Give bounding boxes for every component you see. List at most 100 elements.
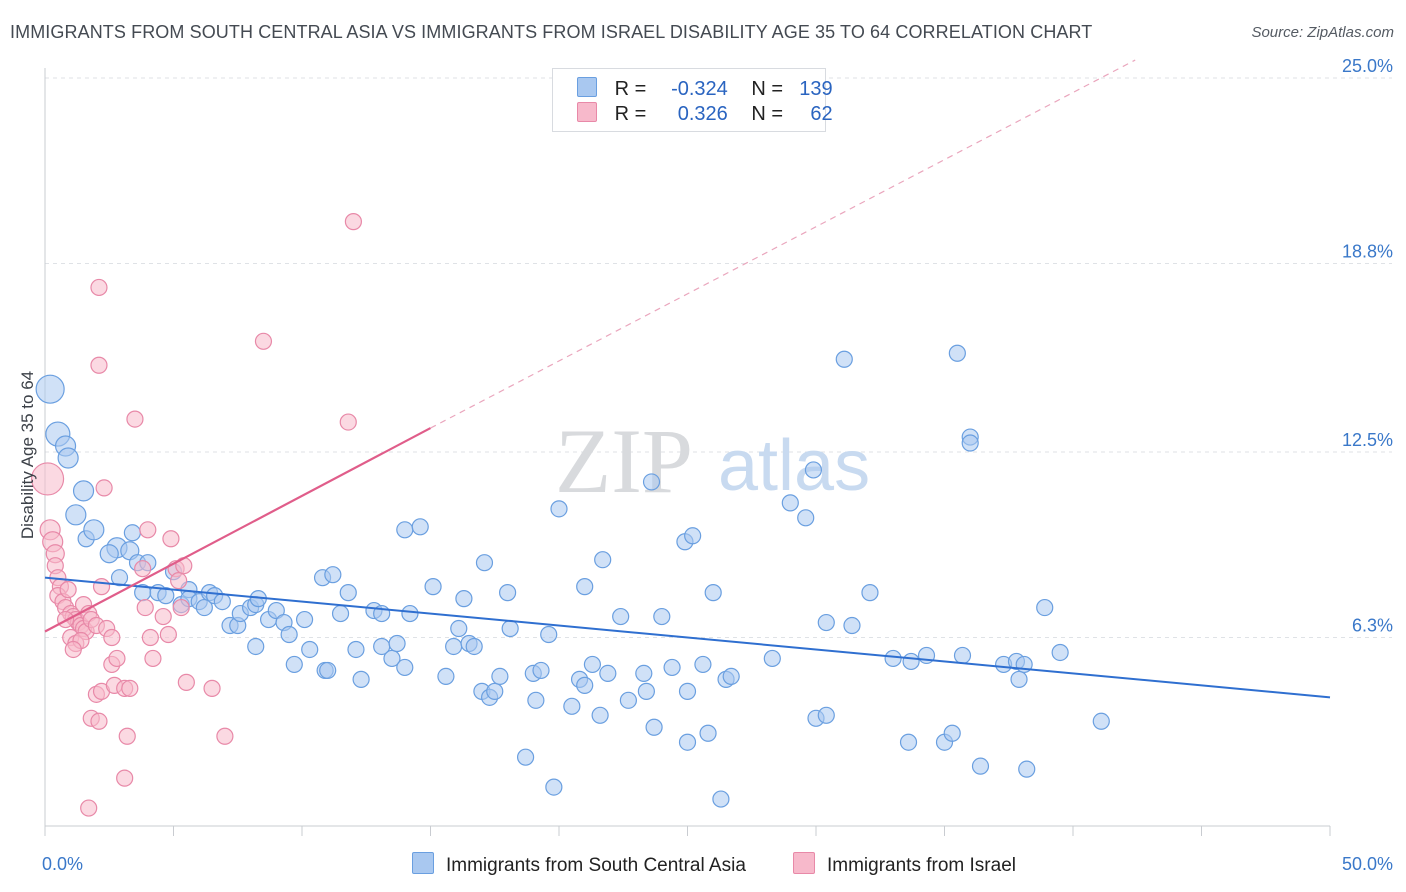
data-point [1051, 643, 1069, 662]
x-tick-label: 0.0% [42, 854, 83, 874]
data-point [712, 790, 730, 808]
data-point [491, 667, 509, 686]
data-point [576, 676, 594, 694]
data-point [267, 601, 285, 620]
data-point [103, 628, 121, 647]
bottom-legend-label: Immigrants from South Central Asia [446, 855, 746, 876]
data-point [139, 521, 157, 539]
data-point [637, 682, 655, 700]
legend-n-value: 139 [799, 78, 833, 100]
legend-n-label: N = [751, 103, 784, 125]
data-point [516, 748, 535, 766]
data-point [619, 691, 637, 709]
data-point [884, 649, 902, 668]
data-point [324, 566, 342, 584]
data-point [295, 610, 314, 629]
data-point [663, 658, 681, 677]
legend-r-label: R = [614, 103, 647, 125]
trend-lines [44, 59, 1331, 699]
data-point [594, 551, 612, 569]
data-point [95, 479, 113, 497]
data-point [1018, 760, 1036, 778]
legend-r-label: R = [614, 78, 647, 100]
data-point [401, 604, 419, 623]
data-point [645, 718, 663, 736]
watermark: ZIP atlas [555, 410, 870, 512]
data-point [943, 724, 961, 742]
data-point [352, 670, 370, 688]
data-point [599, 664, 617, 683]
data-point [540, 625, 558, 644]
data-point [563, 697, 581, 715]
legend-r-value: 0.326 [677, 103, 728, 125]
data-point [108, 649, 126, 668]
data-point [445, 637, 463, 656]
trend-line-south-central-asia [44, 576, 1331, 699]
data-point [396, 521, 414, 539]
data-point [177, 673, 195, 691]
data-point [835, 350, 853, 368]
data-point [902, 652, 920, 671]
data-point [121, 679, 139, 697]
data-point [339, 584, 357, 602]
data-point [116, 769, 134, 787]
data-point [170, 572, 188, 590]
data-point [64, 640, 82, 659]
series-israel [30, 213, 362, 817]
watermark-atlas: atlas [718, 426, 870, 506]
data-point [396, 658, 414, 677]
data-point [499, 584, 517, 602]
data-point [159, 625, 177, 644]
data-point [971, 757, 990, 775]
data-point [797, 509, 815, 527]
data-point [99, 544, 119, 564]
data-point [118, 727, 136, 745]
watermark-zip: ZIP [555, 410, 693, 512]
data-point [817, 613, 835, 632]
data-point [126, 410, 144, 428]
bottom-legend-swatch-israel [793, 852, 815, 874]
data-point [136, 598, 154, 617]
data-point [804, 461, 823, 479]
data-point [154, 607, 172, 626]
data-point [141, 628, 159, 647]
legend-swatch-south-central-asia [577, 77, 597, 97]
data-point [65, 504, 87, 526]
data-point [545, 778, 563, 796]
data-point [424, 578, 442, 596]
data-point [653, 607, 671, 626]
data-point [216, 727, 234, 745]
data-point [319, 661, 337, 680]
data-point [475, 554, 494, 572]
data-point [123, 524, 141, 542]
bottom-legend-israel: Immigrants from Israel [793, 852, 1016, 877]
data-point [678, 682, 697, 700]
data-point [157, 587, 175, 605]
data-point [30, 462, 65, 496]
legend-row-israel: R = 0.326 N = 62 [577, 102, 833, 128]
data-point [961, 434, 979, 452]
data-point [861, 584, 879, 602]
legend-swatch-israel [577, 102, 597, 122]
data-point [763, 649, 781, 668]
data-point [57, 447, 79, 469]
data-point [455, 590, 473, 608]
data-point [347, 640, 365, 659]
y-tick-label: 12.5% [1342, 430, 1393, 450]
data-point [388, 634, 406, 653]
axes [44, 68, 1331, 836]
tick-labels: 6.3% 12.5% 18.8% 25.0% 0.0% 50.0% [42, 56, 1393, 874]
data-point [90, 278, 108, 297]
trend-line-israel-extension [430, 59, 1136, 429]
data-point [486, 682, 504, 700]
data-point [172, 598, 190, 617]
data-point [532, 661, 550, 680]
data-point [899, 733, 918, 751]
data-point [301, 640, 319, 659]
data-point [72, 480, 95, 502]
legend-n-value: 62 [810, 103, 833, 125]
data-point [344, 213, 362, 231]
data-point [92, 578, 111, 596]
data-point [339, 413, 357, 431]
